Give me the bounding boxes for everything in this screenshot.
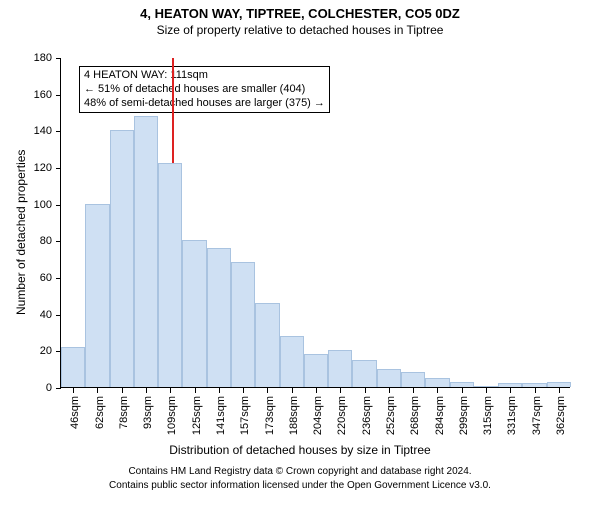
histogram-bar bbox=[352, 360, 376, 388]
y-tick-mark bbox=[56, 168, 61, 169]
x-tick-mark bbox=[389, 388, 390, 393]
x-tick-mark bbox=[510, 388, 511, 393]
y-tick-label: 140 bbox=[22, 125, 52, 137]
x-tick-mark bbox=[146, 388, 147, 393]
x-tick-label: 93sqm bbox=[142, 396, 154, 429]
x-tick-label: 141sqm bbox=[215, 396, 227, 435]
y-tick-label: 80 bbox=[22, 235, 52, 247]
x-tick-mark bbox=[267, 388, 268, 393]
x-tick-label: 188sqm bbox=[288, 396, 300, 435]
histogram-bar bbox=[401, 372, 425, 387]
histogram-bar bbox=[450, 382, 474, 388]
histogram-bar bbox=[182, 240, 206, 387]
x-tick-label: 268sqm bbox=[409, 396, 421, 435]
x-tick-label: 125sqm bbox=[191, 396, 203, 435]
histogram-bar bbox=[255, 303, 279, 387]
y-tick-label: 120 bbox=[22, 162, 52, 174]
x-tick-mark bbox=[316, 388, 317, 393]
x-tick-mark bbox=[122, 388, 123, 393]
x-tick-mark bbox=[462, 388, 463, 393]
x-tick-mark bbox=[292, 388, 293, 393]
histogram-bar bbox=[522, 383, 546, 387]
y-tick-mark bbox=[56, 131, 61, 132]
histogram-bar bbox=[85, 204, 109, 387]
histogram-bar bbox=[474, 386, 498, 387]
x-tick-label: 173sqm bbox=[264, 396, 276, 435]
x-tick-mark bbox=[413, 388, 414, 393]
histogram-chart: 4 HEATON WAY: 111sqm ← 51% of detached h… bbox=[60, 58, 570, 388]
y-tick-mark bbox=[56, 315, 61, 316]
x-tick-mark bbox=[486, 388, 487, 393]
x-tick-mark bbox=[170, 388, 171, 393]
x-tick-label: 204sqm bbox=[312, 396, 324, 435]
x-tick-mark bbox=[73, 388, 74, 393]
y-axis-label: Number of detached properties bbox=[14, 150, 28, 315]
histogram-bar bbox=[547, 382, 571, 388]
histogram-bar bbox=[498, 383, 522, 387]
histogram-bar bbox=[158, 163, 182, 387]
x-tick-mark bbox=[340, 388, 341, 393]
x-tick-mark bbox=[365, 388, 366, 393]
x-tick-label: 157sqm bbox=[239, 396, 251, 435]
x-tick-mark bbox=[243, 388, 244, 393]
histogram-bar bbox=[304, 354, 328, 387]
x-tick-mark bbox=[535, 388, 536, 393]
y-tick-label: 20 bbox=[22, 345, 52, 357]
x-tick-mark bbox=[97, 388, 98, 393]
x-tick-label: 78sqm bbox=[118, 396, 130, 429]
histogram-bar bbox=[110, 130, 134, 387]
footer-licence: Contains public sector information licen… bbox=[0, 480, 600, 491]
x-tick-label: 315sqm bbox=[482, 396, 494, 435]
histogram-bar bbox=[377, 369, 401, 387]
x-tick-label: 331sqm bbox=[506, 396, 518, 435]
x-tick-label: 252sqm bbox=[385, 396, 397, 435]
histogram-bar bbox=[280, 336, 304, 387]
y-tick-label: 100 bbox=[22, 199, 52, 211]
page-subtitle: Size of property relative to detached ho… bbox=[0, 23, 600, 37]
histogram-bar bbox=[425, 378, 449, 387]
annotation-box: 4 HEATON WAY: 111sqm ← 51% of detached h… bbox=[79, 66, 330, 113]
x-tick-mark bbox=[437, 388, 438, 393]
x-tick-mark bbox=[195, 388, 196, 393]
x-axis-label: Distribution of detached houses by size … bbox=[0, 443, 600, 457]
y-tick-label: 160 bbox=[22, 89, 52, 101]
annotation-line-2: ← 51% of detached houses are smaller (40… bbox=[84, 83, 325, 97]
y-tick-mark bbox=[56, 241, 61, 242]
x-tick-mark bbox=[219, 388, 220, 393]
x-tick-label: 62sqm bbox=[94, 396, 106, 429]
y-tick-mark bbox=[56, 95, 61, 96]
x-tick-label: 109sqm bbox=[166, 396, 178, 435]
histogram-bar bbox=[328, 350, 352, 387]
y-tick-label: 40 bbox=[22, 309, 52, 321]
histogram-bar bbox=[134, 116, 158, 387]
footer-copyright: Contains HM Land Registry data © Crown c… bbox=[0, 466, 600, 477]
x-tick-label: 220sqm bbox=[336, 396, 348, 435]
x-tick-label: 284sqm bbox=[434, 396, 446, 435]
y-tick-label: 0 bbox=[22, 382, 52, 394]
histogram-bar bbox=[61, 347, 85, 387]
y-tick-mark bbox=[56, 388, 61, 389]
y-tick-label: 60 bbox=[22, 272, 52, 284]
y-tick-mark bbox=[56, 278, 61, 279]
x-tick-label: 347sqm bbox=[531, 396, 543, 435]
x-tick-label: 362sqm bbox=[555, 396, 567, 435]
y-tick-mark bbox=[56, 205, 61, 206]
x-tick-label: 236sqm bbox=[361, 396, 373, 435]
y-tick-mark bbox=[56, 58, 61, 59]
annotation-line-1: 4 HEATON WAY: 111sqm bbox=[84, 69, 325, 83]
x-tick-label: 46sqm bbox=[69, 396, 81, 429]
y-tick-label: 180 bbox=[22, 52, 52, 64]
histogram-bar bbox=[231, 262, 255, 387]
annotation-line-3: 48% of semi-detached houses are larger (… bbox=[84, 97, 325, 111]
page-title: 4, HEATON WAY, TIPTREE, COLCHESTER, CO5 … bbox=[0, 6, 600, 21]
x-tick-label: 299sqm bbox=[458, 396, 470, 435]
x-tick-mark bbox=[559, 388, 560, 393]
histogram-bar bbox=[207, 248, 231, 387]
